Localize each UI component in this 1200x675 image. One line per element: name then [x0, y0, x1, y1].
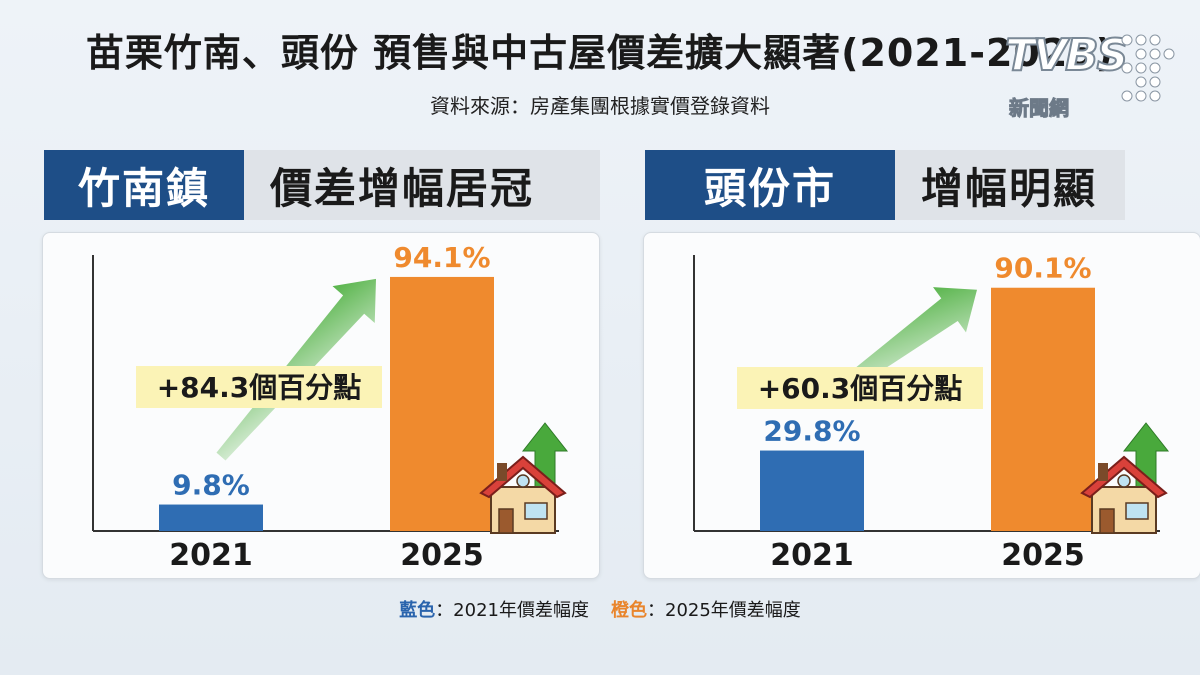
data-source: 資料來源：房產集團根據實價登錄資料	[430, 94, 770, 118]
house-round-window	[1117, 474, 1131, 488]
bar-chart-zhunan: 9.8% 2021 94.1% 2025 +84.3個百分點	[92, 241, 569, 573]
legend-orange-label: 橙色	[611, 600, 647, 621]
legend-blue-text: ：2021年價差幅度	[435, 600, 589, 621]
data-label-2025: 90.1%	[994, 252, 1091, 285]
panel-header-zhunan: 竹南鎮 價差增幅居冠	[44, 150, 600, 220]
chart-legend: 藍色：2021年價差幅度 橙色：2025年價差幅度	[0, 596, 1200, 622]
chart-card-toufen: 29.8% 2021 90.1% 2025 +60.3個百分點	[643, 232, 1200, 579]
region-tag-zhunan: 竹南鎮	[44, 150, 244, 220]
panel-headline-zhunan: 價差增幅居冠	[270, 163, 535, 213]
chart-card-zhunan: 9.8% 2021 94.1% 2025 +84.3個百分點	[42, 232, 600, 579]
change-annotation-box	[737, 367, 983, 409]
tvbs-logo: TVBS 新聞網	[1004, 29, 1175, 121]
change-annotation-text: +84.3個百分點	[157, 371, 362, 404]
data-label-2025: 94.1%	[393, 241, 490, 274]
panel-headline-toufen: 增幅明顯	[921, 163, 1098, 213]
house-door	[498, 508, 514, 534]
house-up-icon	[1080, 422, 1170, 534]
house-roof	[1080, 455, 1168, 499]
change-annotation-box	[136, 366, 382, 408]
logo-subtitle: 新聞網	[1009, 96, 1070, 121]
house-round-window	[516, 474, 530, 488]
bar-2025	[991, 287, 1095, 531]
panel-header-toufen: 頭份市 增幅明顯	[645, 150, 1125, 220]
bar-2021	[159, 504, 263, 531]
x-tick-label-2021: 2021	[770, 538, 854, 573]
logo-dots-icon	[1121, 34, 1175, 102]
legend-blue-label: 藍色	[399, 600, 436, 621]
house-door	[1099, 508, 1115, 534]
bar-2021	[760, 450, 864, 531]
house-chimney	[497, 463, 507, 481]
legend-orange-text: ：2025年價差幅度	[647, 600, 801, 621]
page-title: 苗栗竹南、頭份 預售與中古屋價差擴大顯著(2021-2025)	[85, 31, 1115, 75]
house-chimney	[1098, 463, 1108, 481]
x-tick-label-2025: 2025	[1001, 538, 1085, 573]
logo-brand: TVBS	[1004, 29, 1129, 82]
house-up-icon	[479, 422, 569, 534]
x-tick-label-2025: 2025	[400, 538, 484, 573]
house-window	[524, 502, 548, 520]
bar-chart-toufen: 29.8% 2021 90.1% 2025 +60.3個百分點	[693, 252, 1170, 573]
x-tick-label-2021: 2021	[169, 538, 253, 573]
data-label-2021: 9.8%	[172, 469, 250, 502]
change-annotation-text: +60.3個百分點	[758, 372, 963, 405]
house-window	[1125, 502, 1149, 520]
region-tag-toufen: 頭份市	[645, 150, 895, 220]
bar-2025	[390, 276, 494, 531]
data-label-2021: 29.8%	[763, 415, 860, 448]
house-roof	[479, 455, 567, 499]
